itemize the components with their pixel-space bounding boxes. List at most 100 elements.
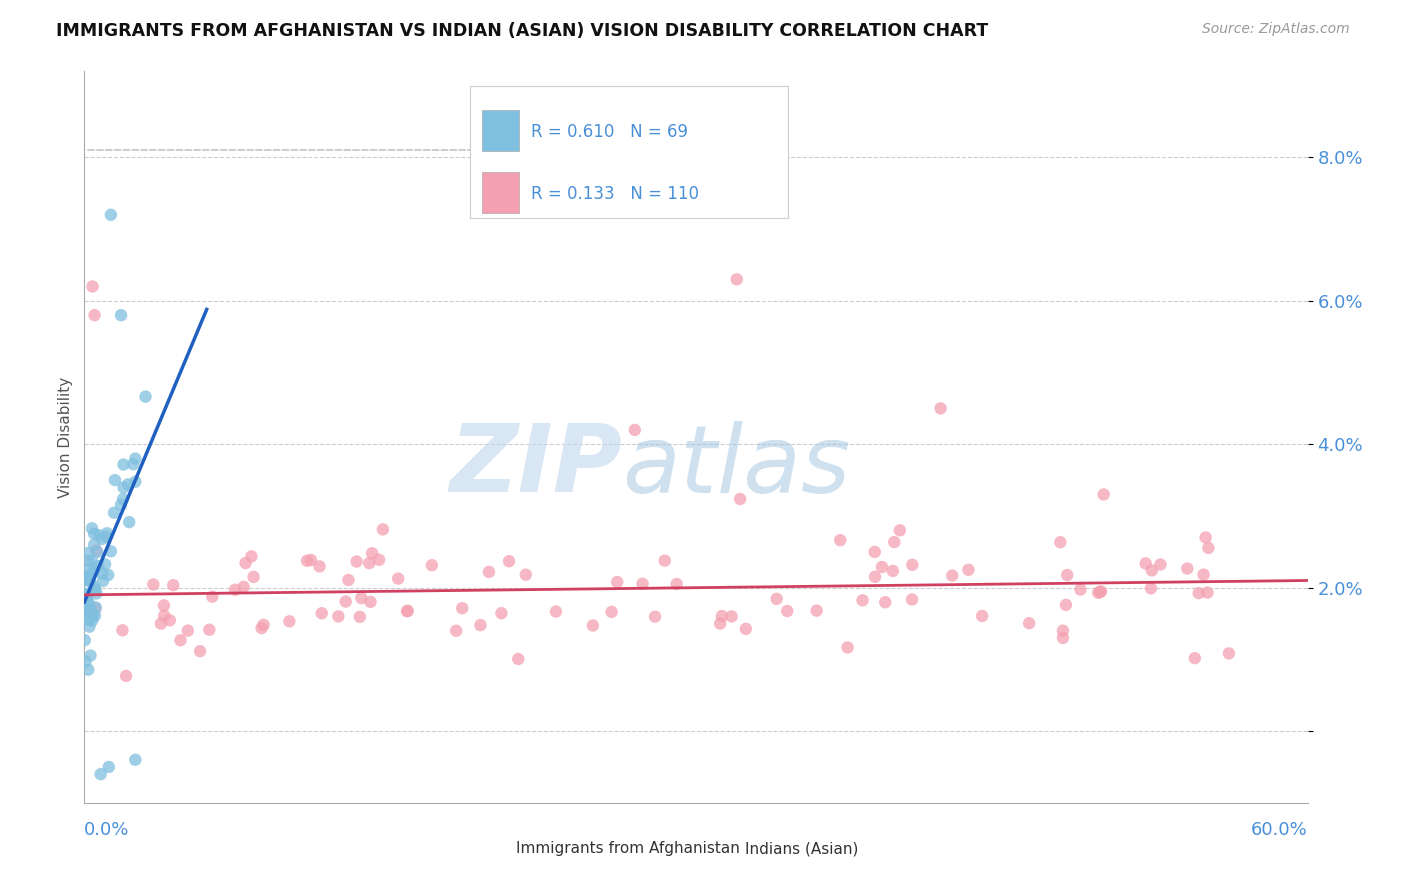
Point xyxy=(73,633,96,648)
Point xyxy=(644,609,666,624)
Point xyxy=(1052,624,1074,638)
Point xyxy=(444,624,467,638)
Point xyxy=(346,555,368,569)
Point xyxy=(240,549,263,564)
Point xyxy=(1069,582,1091,597)
Point xyxy=(80,521,103,535)
Point xyxy=(90,767,112,781)
Point xyxy=(395,604,418,618)
Point xyxy=(1052,631,1074,645)
Point xyxy=(83,308,105,322)
Point xyxy=(232,580,254,594)
Point xyxy=(631,576,654,591)
Point xyxy=(73,569,96,583)
Text: 0.0%: 0.0% xyxy=(84,821,129,839)
Point xyxy=(79,620,101,634)
FancyBboxPatch shape xyxy=(485,838,513,859)
Point xyxy=(250,621,273,635)
Point xyxy=(1140,563,1163,577)
Point xyxy=(97,568,120,582)
Point xyxy=(112,458,135,472)
Point xyxy=(863,545,886,559)
Point xyxy=(135,390,157,404)
Point xyxy=(1197,541,1219,555)
Point xyxy=(224,582,246,597)
Point xyxy=(201,590,224,604)
Point xyxy=(728,491,751,506)
Point xyxy=(76,603,98,617)
Point xyxy=(278,615,301,629)
Point xyxy=(124,451,146,466)
Point xyxy=(100,208,122,222)
Point xyxy=(889,524,911,538)
Point xyxy=(80,610,103,624)
Point xyxy=(420,558,443,573)
Point xyxy=(295,554,318,568)
Point xyxy=(97,760,120,774)
Point xyxy=(77,663,100,677)
Point xyxy=(75,607,97,622)
Point xyxy=(235,556,257,570)
Point xyxy=(82,614,104,628)
Point xyxy=(75,655,97,669)
Point xyxy=(77,602,100,616)
Text: Immigrants from Afghanistan: Immigrants from Afghanistan xyxy=(516,841,740,856)
Point xyxy=(478,565,501,579)
Point xyxy=(1175,561,1198,575)
Point xyxy=(451,601,474,615)
Point xyxy=(311,607,333,621)
Point xyxy=(734,622,756,636)
Point xyxy=(882,564,904,578)
Point xyxy=(396,604,419,618)
Point xyxy=(1149,558,1171,572)
Point xyxy=(725,272,748,286)
Point xyxy=(198,623,221,637)
Point xyxy=(624,423,647,437)
Point xyxy=(76,573,98,587)
Point xyxy=(901,592,924,607)
Text: Source: ZipAtlas.com: Source: ZipAtlas.com xyxy=(1202,22,1350,37)
Point xyxy=(308,559,330,574)
Point xyxy=(96,530,118,544)
Text: Indians (Asian): Indians (Asian) xyxy=(745,841,858,856)
Point xyxy=(177,624,200,638)
Point xyxy=(349,610,371,624)
Point xyxy=(122,457,145,471)
Point xyxy=(86,545,108,559)
Point xyxy=(252,617,274,632)
Point xyxy=(875,595,897,609)
Point xyxy=(83,580,105,594)
Point xyxy=(83,538,105,552)
Point xyxy=(665,577,688,591)
Point xyxy=(360,595,382,609)
Text: R = 0.133   N = 110: R = 0.133 N = 110 xyxy=(531,186,699,203)
Point xyxy=(371,523,394,537)
Point xyxy=(76,588,98,602)
Point xyxy=(82,608,104,623)
Point xyxy=(883,535,905,549)
Point xyxy=(242,570,264,584)
Point xyxy=(387,572,409,586)
Point xyxy=(79,574,101,589)
Point xyxy=(77,554,100,568)
Point xyxy=(806,604,828,618)
Point xyxy=(79,601,101,615)
Point xyxy=(972,609,994,624)
Point xyxy=(498,554,520,568)
Point xyxy=(776,604,799,618)
Point xyxy=(73,587,96,601)
Point xyxy=(299,553,322,567)
FancyBboxPatch shape xyxy=(470,86,787,218)
Point xyxy=(350,591,373,605)
Point xyxy=(79,648,101,663)
Point xyxy=(710,609,733,624)
Point xyxy=(75,593,97,607)
Point xyxy=(84,600,107,615)
Point xyxy=(941,568,963,582)
Point xyxy=(709,616,731,631)
Point xyxy=(830,533,852,548)
Point xyxy=(162,578,184,592)
FancyBboxPatch shape xyxy=(482,111,519,152)
FancyBboxPatch shape xyxy=(482,172,519,213)
Point xyxy=(1018,616,1040,631)
